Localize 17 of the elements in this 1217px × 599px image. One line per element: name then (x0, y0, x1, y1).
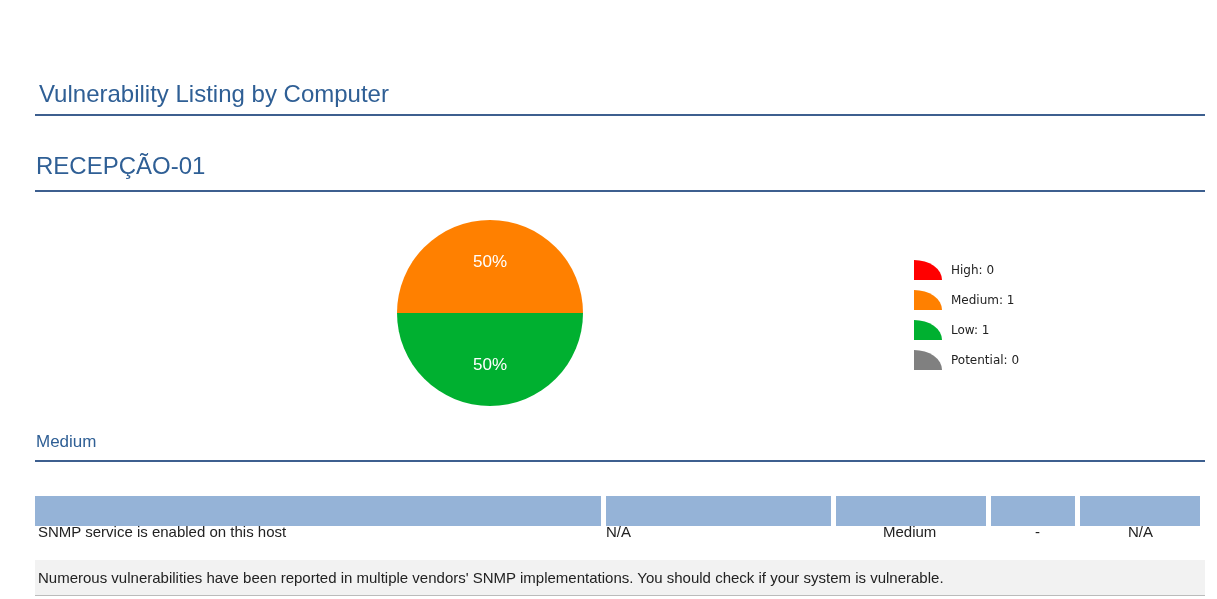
text: Numerous vulnerabilities have been reported in multiple vendors' SNMP implementations. You should check if your system is vulnerable. (35, 560, 1205, 596)
text: - (1035, 523, 1040, 540)
text: RECEPÇÃO-01 (36, 152, 206, 180)
legend-label: Potential: 0 (951, 353, 1020, 367)
data-label: 50% (472, 354, 508, 374)
text: N/A (606, 523, 632, 540)
pie-slice (397, 313, 583, 406)
text: Medium (883, 523, 937, 540)
chart-title: Vulnerability Listing by Computer (39, 80, 389, 108)
text: SNMP service is enabled on this host (38, 523, 287, 540)
data-label: 50% (472, 252, 508, 272)
text: N/A (1128, 523, 1154, 540)
text: Medium (36, 432, 97, 452)
legend-label: Low: 1 (951, 323, 990, 337)
pie-slice (397, 220, 583, 313)
legend-label: Medium: 1 (951, 293, 1015, 307)
legend-label: High: 0 (951, 263, 995, 277)
